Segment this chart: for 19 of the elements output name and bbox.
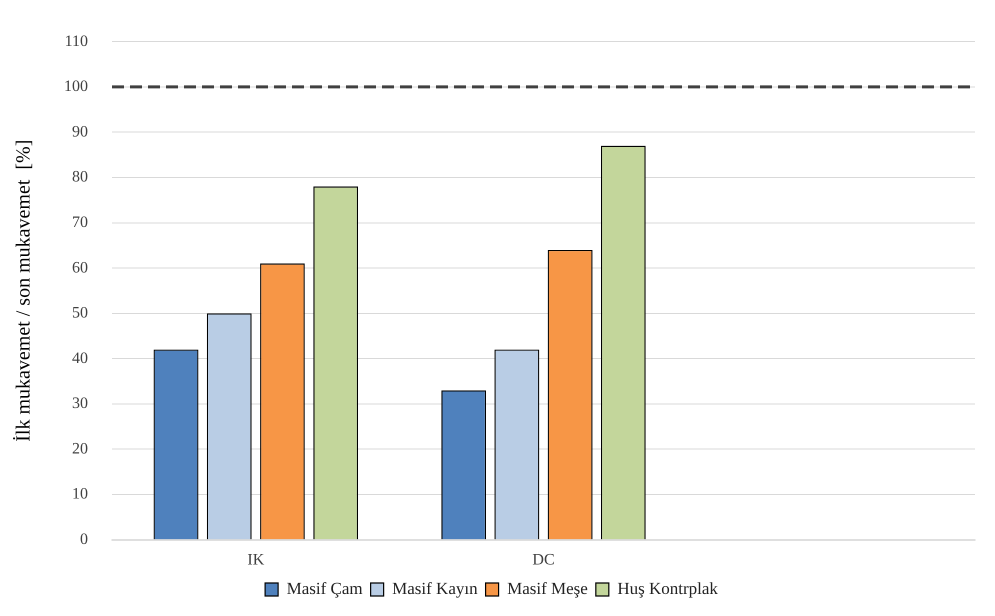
legend-label: Masif Meşe	[507, 578, 588, 598]
y-tick-label: 50	[72, 304, 88, 322]
legend-label: Masif Kayın	[392, 578, 478, 598]
y-axis-title: İlk mukavemet / son mukavemet [%]	[12, 140, 34, 442]
y-tick-label: 90	[72, 123, 88, 140]
x-tick-label: DC	[532, 552, 555, 569]
y-tick-label: 60	[72, 259, 88, 276]
y-tick-label: 10	[72, 486, 88, 503]
legend-label: Huş Kontrplak	[617, 578, 718, 598]
y-tick-label: 70	[72, 214, 88, 231]
y-tick-label: 0	[80, 531, 88, 548]
x-tick-label: IK	[247, 552, 265, 569]
y-tick-label: 20	[72, 440, 88, 458]
y-tick-label: 110	[64, 32, 88, 50]
y-tick-label: 100	[64, 78, 88, 96]
legend-label: Masif Çam	[286, 578, 363, 598]
y-tick-label: 40	[72, 350, 88, 367]
y-tick-label: 80	[72, 168, 88, 186]
y-tick-label: 30	[72, 395, 88, 412]
